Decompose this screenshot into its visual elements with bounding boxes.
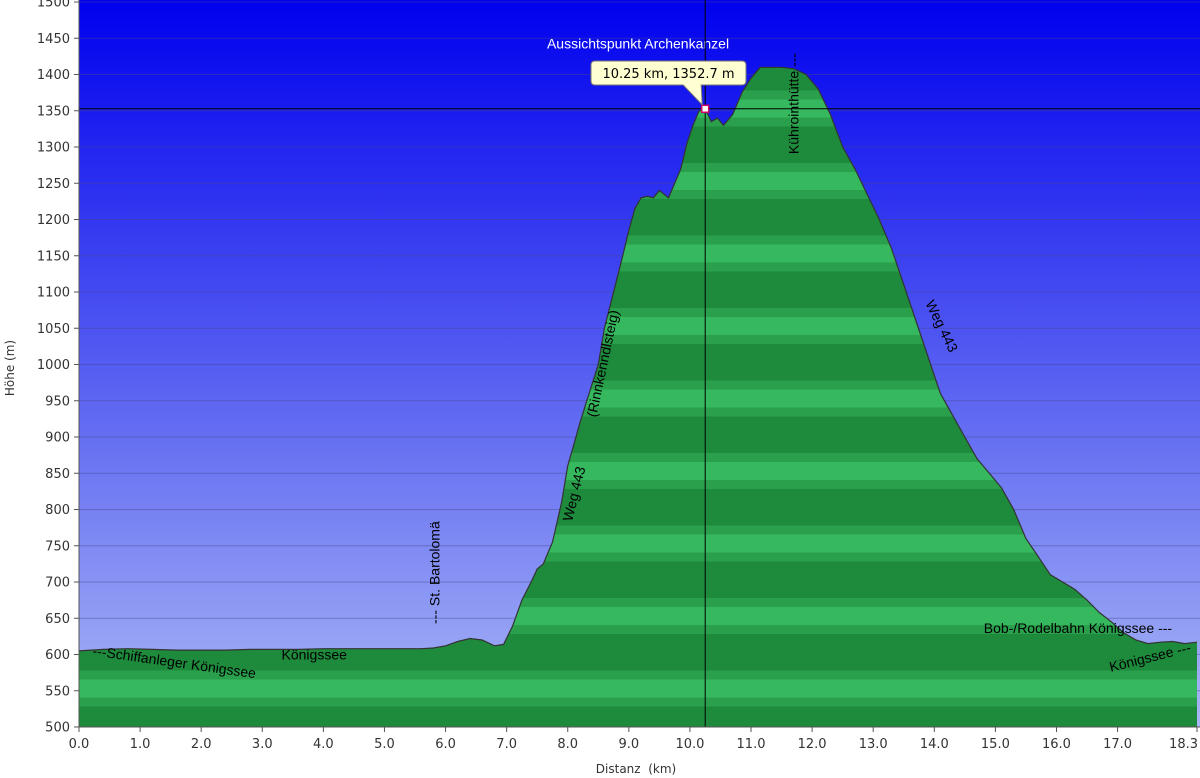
marker-tooltip: 10.25 km, 1352.7 m xyxy=(590,60,747,107)
y-tick-label: 1200 xyxy=(37,213,70,228)
y-tick-label: 750 xyxy=(45,539,70,554)
x-tick-label: 4.0 xyxy=(313,737,334,752)
x-tick-label: 8.0 xyxy=(557,737,578,752)
y-tick-label: 1100 xyxy=(37,286,70,301)
tooltip-box xyxy=(590,60,747,107)
annotation-label: --- St. Bartolomä xyxy=(426,521,442,624)
x-tick-label: 5.0 xyxy=(374,737,395,752)
y-tick-label: 550 xyxy=(45,684,70,699)
y-tick-label: 650 xyxy=(45,612,70,627)
y-tick-label: 700 xyxy=(45,576,70,591)
y-tick-label: 1250 xyxy=(37,177,70,192)
x-tick-label: 7.0 xyxy=(496,737,517,752)
x-tick-label: 2.0 xyxy=(191,737,212,752)
y-tick-label: 950 xyxy=(45,394,70,409)
x-tick-label: 6.0 xyxy=(435,737,456,752)
y-tick-label: 1350 xyxy=(37,104,70,119)
annotation-label: Kührointhütte --- xyxy=(786,53,802,154)
tooltip-label: 10.25 km, 1352.7 m xyxy=(602,67,734,82)
y-tick-label: 1050 xyxy=(37,322,70,337)
x-tick-label: 13.0 xyxy=(859,737,888,752)
x-tick-label: 0.0 xyxy=(69,737,90,752)
y-tick-label: 1500 xyxy=(37,0,70,11)
x-tick-label: 11.0 xyxy=(737,737,766,752)
y-tick-label: 850 xyxy=(45,467,70,482)
x-axis-ticks: 0.0 1.0 2.0 3.0 4.0 5.0 6.0 7.0 8.0 9.0 10.0 11.0 12… xyxy=(69,726,1200,752)
x-tick-label: 16.0 xyxy=(1042,737,1071,752)
x-tick-label: 17.0 xyxy=(1103,737,1132,752)
annotation-label: Bob-/Rodelbahn Königssee --- xyxy=(984,620,1173,636)
x-tick-label: 1.0 xyxy=(130,737,151,752)
marker-point xyxy=(700,104,710,114)
x-tick-label: 12.0 xyxy=(798,737,827,752)
y-tick-label: 1450 xyxy=(37,32,70,47)
x-tick-label: 3.0 xyxy=(252,737,273,752)
y-axis-ticks: 500 550 600 650 700 750 800 850 900 950 1000 1050 11… xyxy=(37,0,80,736)
y-tick-label: 1400 xyxy=(37,68,70,83)
y-tick-label: 1150 xyxy=(37,249,70,264)
y-tick-label: 800 xyxy=(45,503,70,518)
crosshair xyxy=(79,0,1200,727)
x-tick-label: 18.3 xyxy=(1169,737,1198,752)
x-tick-label: 10.0 xyxy=(675,737,704,752)
annotation-label: Königssee xyxy=(282,647,348,663)
x-tick-label: 9.0 xyxy=(618,737,639,752)
y-tick-label: 1000 xyxy=(37,358,70,373)
y-tick-label: 600 xyxy=(45,648,70,663)
elevation-area xyxy=(79,67,1197,727)
x-axis-label: Distanz (km) xyxy=(596,762,676,776)
y-tick-label: 1300 xyxy=(37,141,70,156)
y-tick-label: 500 xyxy=(45,721,70,736)
annotation-label: Aussichtspunkt Archenkanzel xyxy=(547,35,729,51)
y-axis-label: Höhe (m) xyxy=(3,340,17,396)
x-tick-label: 14.0 xyxy=(920,737,949,752)
y-tick-label: 900 xyxy=(45,431,70,446)
x-tick-label: 15.0 xyxy=(981,737,1010,752)
elevation-line xyxy=(79,66,1198,652)
